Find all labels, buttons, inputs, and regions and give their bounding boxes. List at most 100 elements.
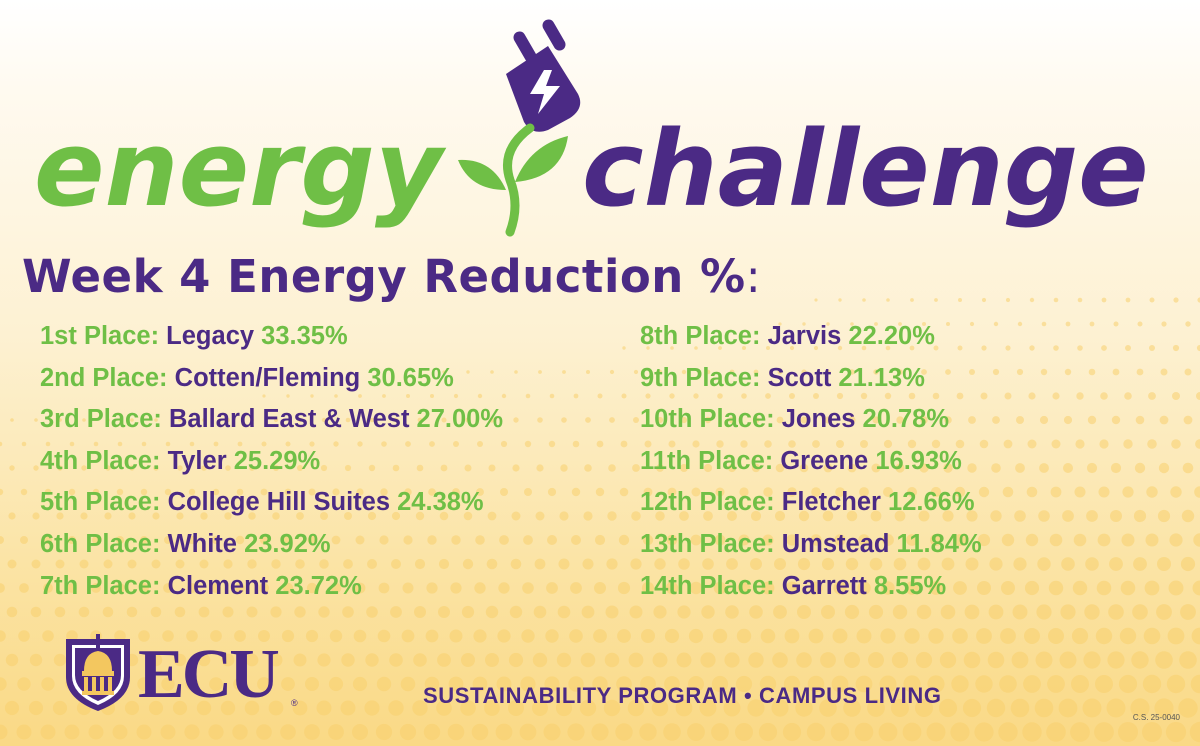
background-dot — [0, 441, 3, 447]
background-dot — [117, 441, 123, 447]
background-dot — [1118, 722, 1138, 742]
background-dot — [1142, 674, 1162, 694]
background-dot — [837, 345, 843, 351]
background-dot — [981, 297, 987, 303]
background-dot — [1053, 297, 1059, 303]
background-dot — [561, 417, 567, 423]
background-dot — [535, 511, 545, 521]
background-dot — [584, 464, 592, 472]
background-dot — [1157, 509, 1171, 523]
background-dot — [1144, 580, 1160, 596]
background-dot — [199, 559, 209, 569]
background-dot — [44, 488, 52, 496]
background-dot — [594, 582, 606, 594]
background-dot — [669, 393, 675, 399]
ranking-place: 12th Place: — [640, 488, 775, 517]
background-dot — [836, 392, 844, 400]
background-dot — [222, 606, 234, 618]
background-dot — [368, 464, 376, 472]
background-dot — [631, 511, 641, 521]
background-dot — [1096, 580, 1112, 596]
background-dot — [451, 535, 461, 545]
background-dot — [609, 417, 615, 423]
background-dot — [453, 393, 459, 399]
registered-mark: ® — [291, 698, 298, 708]
background-dot — [328, 676, 344, 692]
background-dot — [511, 511, 521, 521]
ranking-percent: 33.35% — [261, 322, 348, 350]
background-dot — [93, 441, 99, 447]
background-dot — [439, 511, 449, 521]
background-dot — [632, 464, 640, 472]
background-dot — [81, 465, 87, 471]
background-dot — [933, 345, 939, 351]
background-dot — [655, 511, 665, 521]
background-dot — [486, 558, 498, 570]
background-dot — [1167, 627, 1185, 645]
background-dot — [497, 629, 511, 643]
background-dot — [724, 652, 740, 668]
background-dot — [82, 418, 86, 422]
background-dot — [620, 440, 628, 448]
background-dot — [489, 417, 495, 423]
background-dot — [586, 370, 590, 374]
background-dot — [986, 698, 1006, 718]
background-dot — [1003, 439, 1013, 449]
background-dot — [644, 440, 652, 448]
background-dot — [292, 700, 308, 716]
background-dot — [905, 581, 919, 595]
background-dot — [1111, 415, 1121, 425]
background-dot — [615, 723, 633, 741]
background-dot — [1094, 722, 1114, 742]
background-dot — [29, 653, 43, 667]
background-dot — [1028, 392, 1036, 400]
background-dot — [258, 582, 270, 594]
background-dot — [1086, 462, 1098, 474]
background-dot — [309, 441, 315, 447]
background-dot — [748, 652, 764, 668]
background-dot — [878, 722, 898, 742]
ranking-row: 7th Place: Clement 23.72% — [40, 568, 503, 610]
background-dot — [1059, 651, 1077, 669]
background-dot — [375, 723, 393, 741]
background-dot — [1136, 368, 1144, 376]
background-dot — [1016, 368, 1024, 376]
background-dot — [257, 677, 271, 691]
background-dot — [472, 676, 488, 692]
background-dot — [884, 392, 892, 400]
background-dot — [782, 722, 802, 742]
background-dot — [1095, 675, 1113, 693]
background-dot — [152, 512, 160, 520]
background-dot — [416, 464, 424, 472]
background-dot — [310, 394, 314, 398]
background-dot — [964, 604, 980, 620]
background-dot — [931, 439, 941, 449]
background-dot — [473, 629, 487, 643]
background-dot — [174, 606, 186, 618]
background-dot — [845, 557, 859, 571]
background-dot — [688, 628, 704, 644]
background-dot — [689, 581, 703, 595]
background-dot — [341, 653, 355, 667]
background-dot — [1180, 604, 1196, 620]
background-dot — [969, 321, 975, 327]
background-dot — [1038, 510, 1050, 522]
background-dot — [825, 369, 831, 375]
ecu-cupola-shield-icon — [66, 634, 130, 711]
background-dot — [969, 369, 975, 375]
background-dot — [860, 392, 868, 400]
background-dot — [1084, 604, 1100, 620]
background-dot — [318, 606, 330, 618]
background-dot — [1071, 627, 1089, 645]
background-dot — [425, 629, 439, 643]
background-dot — [909, 345, 915, 351]
background-dot — [1133, 557, 1147, 571]
background-dot — [894, 510, 906, 522]
background-dot — [1137, 321, 1143, 327]
background-dot — [741, 393, 747, 399]
background-dot — [606, 558, 618, 570]
background-dot — [681, 369, 687, 375]
background-dot — [687, 723, 705, 741]
background-dot — [568, 676, 584, 692]
background-dot — [1124, 392, 1132, 400]
